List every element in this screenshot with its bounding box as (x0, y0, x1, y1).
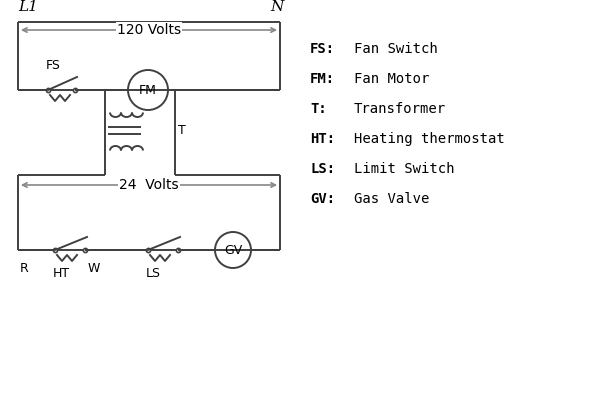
Text: Fan Motor: Fan Motor (354, 72, 430, 86)
Text: Gas Valve: Gas Valve (354, 192, 430, 206)
Text: GV: GV (224, 244, 242, 256)
Text: GV:: GV: (310, 192, 335, 206)
Text: FS:: FS: (310, 42, 335, 56)
Text: 120 Volts: 120 Volts (117, 23, 181, 37)
Text: L1: L1 (18, 0, 38, 14)
Text: Heating thermostat: Heating thermostat (354, 132, 505, 146)
Text: FS: FS (46, 59, 61, 72)
Text: LS:: LS: (310, 162, 335, 176)
Text: T:: T: (310, 102, 327, 116)
Text: HT:: HT: (310, 132, 335, 146)
Text: W: W (88, 262, 100, 275)
Text: Limit Switch: Limit Switch (354, 162, 454, 176)
Text: T: T (178, 124, 186, 136)
Text: HT: HT (53, 267, 70, 280)
Text: 24  Volts: 24 Volts (119, 178, 179, 192)
Text: FM:: FM: (310, 72, 335, 86)
Text: N: N (270, 0, 283, 14)
Text: Fan Switch: Fan Switch (354, 42, 438, 56)
Text: R: R (20, 262, 29, 275)
Text: LS: LS (146, 267, 160, 280)
Text: Transformer: Transformer (354, 102, 446, 116)
Text: FM: FM (139, 84, 157, 96)
